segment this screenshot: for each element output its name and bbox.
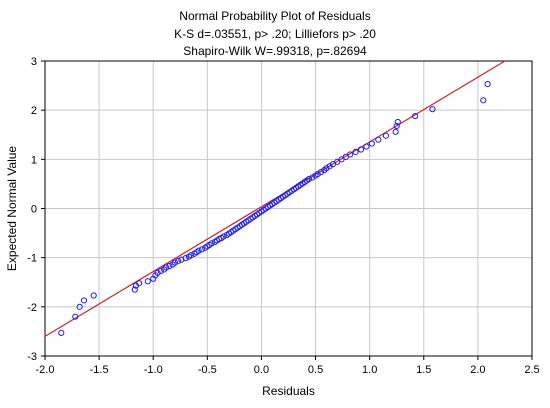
data-point: [309, 174, 316, 181]
data-point: [412, 112, 419, 120]
x-axis-ticks: -2.0 -1.5 -1.0 -0.5 0.0 0.5 1.0 1.5 2.0 2.5: [36, 356, 540, 376]
data-point: [314, 170, 321, 178]
data-point: [352, 148, 359, 156]
data-point: [157, 267, 164, 275]
chart-subtitle-shapiro: Shapiro-Wilk W=.99318, p=.82694: [183, 44, 367, 58]
y-axis-ticks: -3 -2 -1 0 1 2 3: [27, 56, 45, 363]
data-point: [480, 97, 487, 104]
y-tick-label: -2: [27, 302, 37, 314]
data-point: [394, 118, 401, 126]
data-point: [175, 258, 182, 265]
data-point: [182, 255, 189, 262]
data-point: [392, 128, 399, 135]
data-point: [154, 269, 161, 277]
grid: [45, 61, 532, 356]
data-point: [375, 136, 382, 143]
chart-subtitle-ks: K-S d=.03551, p> .20; Lilliefors p> .20: [174, 27, 376, 41]
y-tick-label: 1: [31, 154, 37, 166]
y-axis-label: Expected Normal Value: [5, 146, 19, 272]
data-point: [326, 163, 333, 170]
y-tick-label: -3: [27, 351, 37, 363]
data-point: [76, 303, 83, 310]
data-point: [144, 278, 151, 285]
data-points: [58, 81, 491, 336]
x-tick-label: -0.5: [198, 364, 217, 376]
data-point: [368, 140, 375, 147]
data-point: [136, 280, 143, 287]
data-point: [58, 329, 65, 336]
data-point: [188, 252, 195, 259]
data-point: [171, 259, 178, 266]
data-point: [90, 292, 97, 299]
data-point: [323, 165, 330, 172]
data-point: [195, 247, 202, 254]
x-tick-label: 1.5: [416, 364, 431, 376]
x-tick-label: 1.0: [362, 364, 377, 376]
data-point: [317, 169, 325, 176]
y-tick-label: 2: [31, 105, 37, 117]
data-point: [363, 143, 370, 150]
y-tick-label: 0: [31, 204, 37, 216]
x-tick-label: 0.5: [308, 364, 323, 376]
x-tick-label: 0.0: [254, 364, 269, 376]
data-point: [198, 246, 206, 253]
y-tick-label: 3: [31, 56, 37, 68]
data-point: [484, 81, 491, 88]
data-point: [429, 106, 436, 113]
data-point: [166, 262, 173, 270]
data-point: [208, 240, 215, 247]
x-tick-label: -1.5: [90, 364, 109, 376]
data-point: [72, 313, 79, 320]
x-axis-label: Residuals: [262, 384, 315, 398]
data-point: [357, 146, 365, 153]
x-tick-label: 2.0: [470, 364, 485, 376]
x-tick-label: -1.0: [144, 364, 163, 376]
data-point: [305, 175, 313, 183]
data-point: [347, 151, 354, 158]
x-tick-label: -2.0: [36, 364, 55, 376]
chart-title: Normal Probability Plot of Residuals: [179, 9, 371, 23]
data-point: [393, 122, 400, 130]
data-point: [80, 297, 88, 304]
x-tick-label: 2.5: [524, 364, 539, 376]
data-point: [382, 132, 389, 139]
data-point: [163, 264, 170, 271]
data-point: [220, 233, 227, 240]
y-tick-label: -1: [27, 253, 37, 265]
data-point: [131, 286, 138, 293]
